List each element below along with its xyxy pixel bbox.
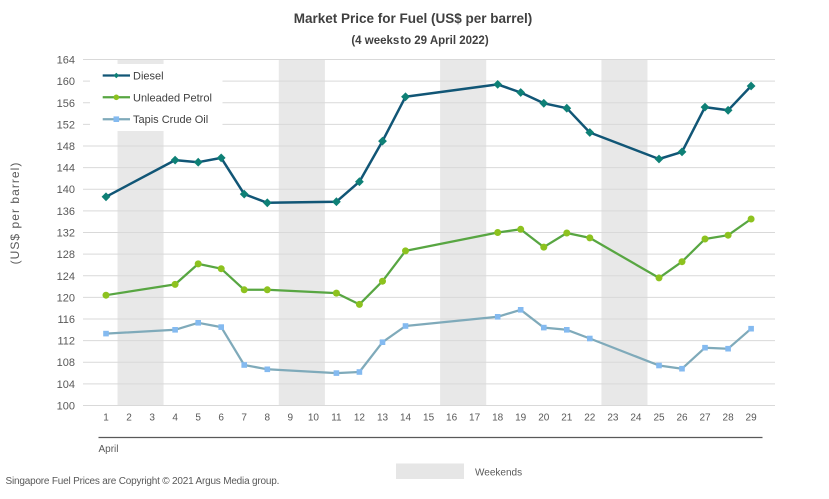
svg-text:2: 2: [126, 413, 132, 424]
svg-text:20: 20: [538, 413, 550, 424]
svg-text:164: 164: [57, 55, 75, 67]
svg-text:128: 128: [57, 249, 75, 261]
svg-text:29: 29: [746, 413, 758, 424]
svg-text:19: 19: [515, 413, 527, 424]
svg-text:4: 4: [172, 413, 178, 424]
svg-text:160: 160: [57, 76, 75, 88]
svg-text:22: 22: [584, 413, 596, 424]
svg-text:Market Price for Fuel (US$ per: Market Price for Fuel (US$ per barrel): [294, 11, 533, 26]
svg-text:5: 5: [195, 413, 201, 424]
svg-text:16: 16: [446, 413, 458, 424]
svg-text:132: 132: [57, 228, 75, 240]
svg-text:124: 124: [57, 271, 75, 283]
svg-text:Singapore Fuel Prices are Copy: Singapore Fuel Prices are Copyright © 20…: [6, 476, 280, 487]
svg-text:13: 13: [377, 413, 389, 424]
svg-text:144: 144: [57, 163, 75, 175]
svg-text:25: 25: [653, 413, 665, 424]
svg-text:Weekends: Weekends: [475, 468, 522, 479]
svg-text:April: April: [99, 444, 119, 455]
svg-text:116: 116: [57, 314, 75, 326]
svg-text:14: 14: [400, 413, 412, 424]
svg-text:100: 100: [57, 401, 75, 413]
svg-text:(US$ per barrel): (US$ per barrel): [8, 162, 22, 265]
svg-text:27: 27: [699, 413, 711, 424]
svg-text:17: 17: [469, 413, 481, 424]
svg-text:104: 104: [57, 379, 75, 391]
svg-text:156: 156: [57, 98, 75, 110]
svg-text:24: 24: [630, 413, 642, 424]
svg-text:15: 15: [423, 413, 435, 424]
svg-text:120: 120: [57, 292, 75, 304]
svg-text:112: 112: [57, 336, 75, 348]
svg-text:9: 9: [288, 413, 294, 424]
svg-text:3: 3: [149, 413, 155, 424]
svg-text:Unleaded Petrol: Unleaded Petrol: [133, 92, 212, 104]
svg-text:8: 8: [265, 413, 271, 424]
svg-text:108: 108: [57, 357, 75, 369]
svg-text:11: 11: [331, 413, 342, 424]
svg-text:10: 10: [308, 413, 320, 424]
svg-text:28: 28: [723, 413, 735, 424]
svg-text:Tapis Crude Oil: Tapis Crude Oil: [133, 114, 208, 126]
svg-text:12: 12: [354, 413, 366, 424]
svg-text:152: 152: [57, 119, 75, 131]
svg-text:1: 1: [103, 413, 109, 424]
svg-text:21: 21: [561, 413, 573, 424]
svg-text:18: 18: [492, 413, 504, 424]
svg-text:Diesel: Diesel: [133, 71, 164, 83]
svg-text:140: 140: [57, 184, 75, 196]
svg-text:148: 148: [57, 141, 75, 153]
svg-text:6: 6: [218, 413, 224, 424]
svg-text:136: 136: [57, 206, 75, 218]
svg-text:26: 26: [676, 413, 688, 424]
svg-text:23: 23: [607, 413, 619, 424]
svg-text:7: 7: [241, 413, 247, 424]
svg-text:(4 weeks to 29 April 2022): (4 weeks to 29 April 2022): [351, 35, 488, 47]
